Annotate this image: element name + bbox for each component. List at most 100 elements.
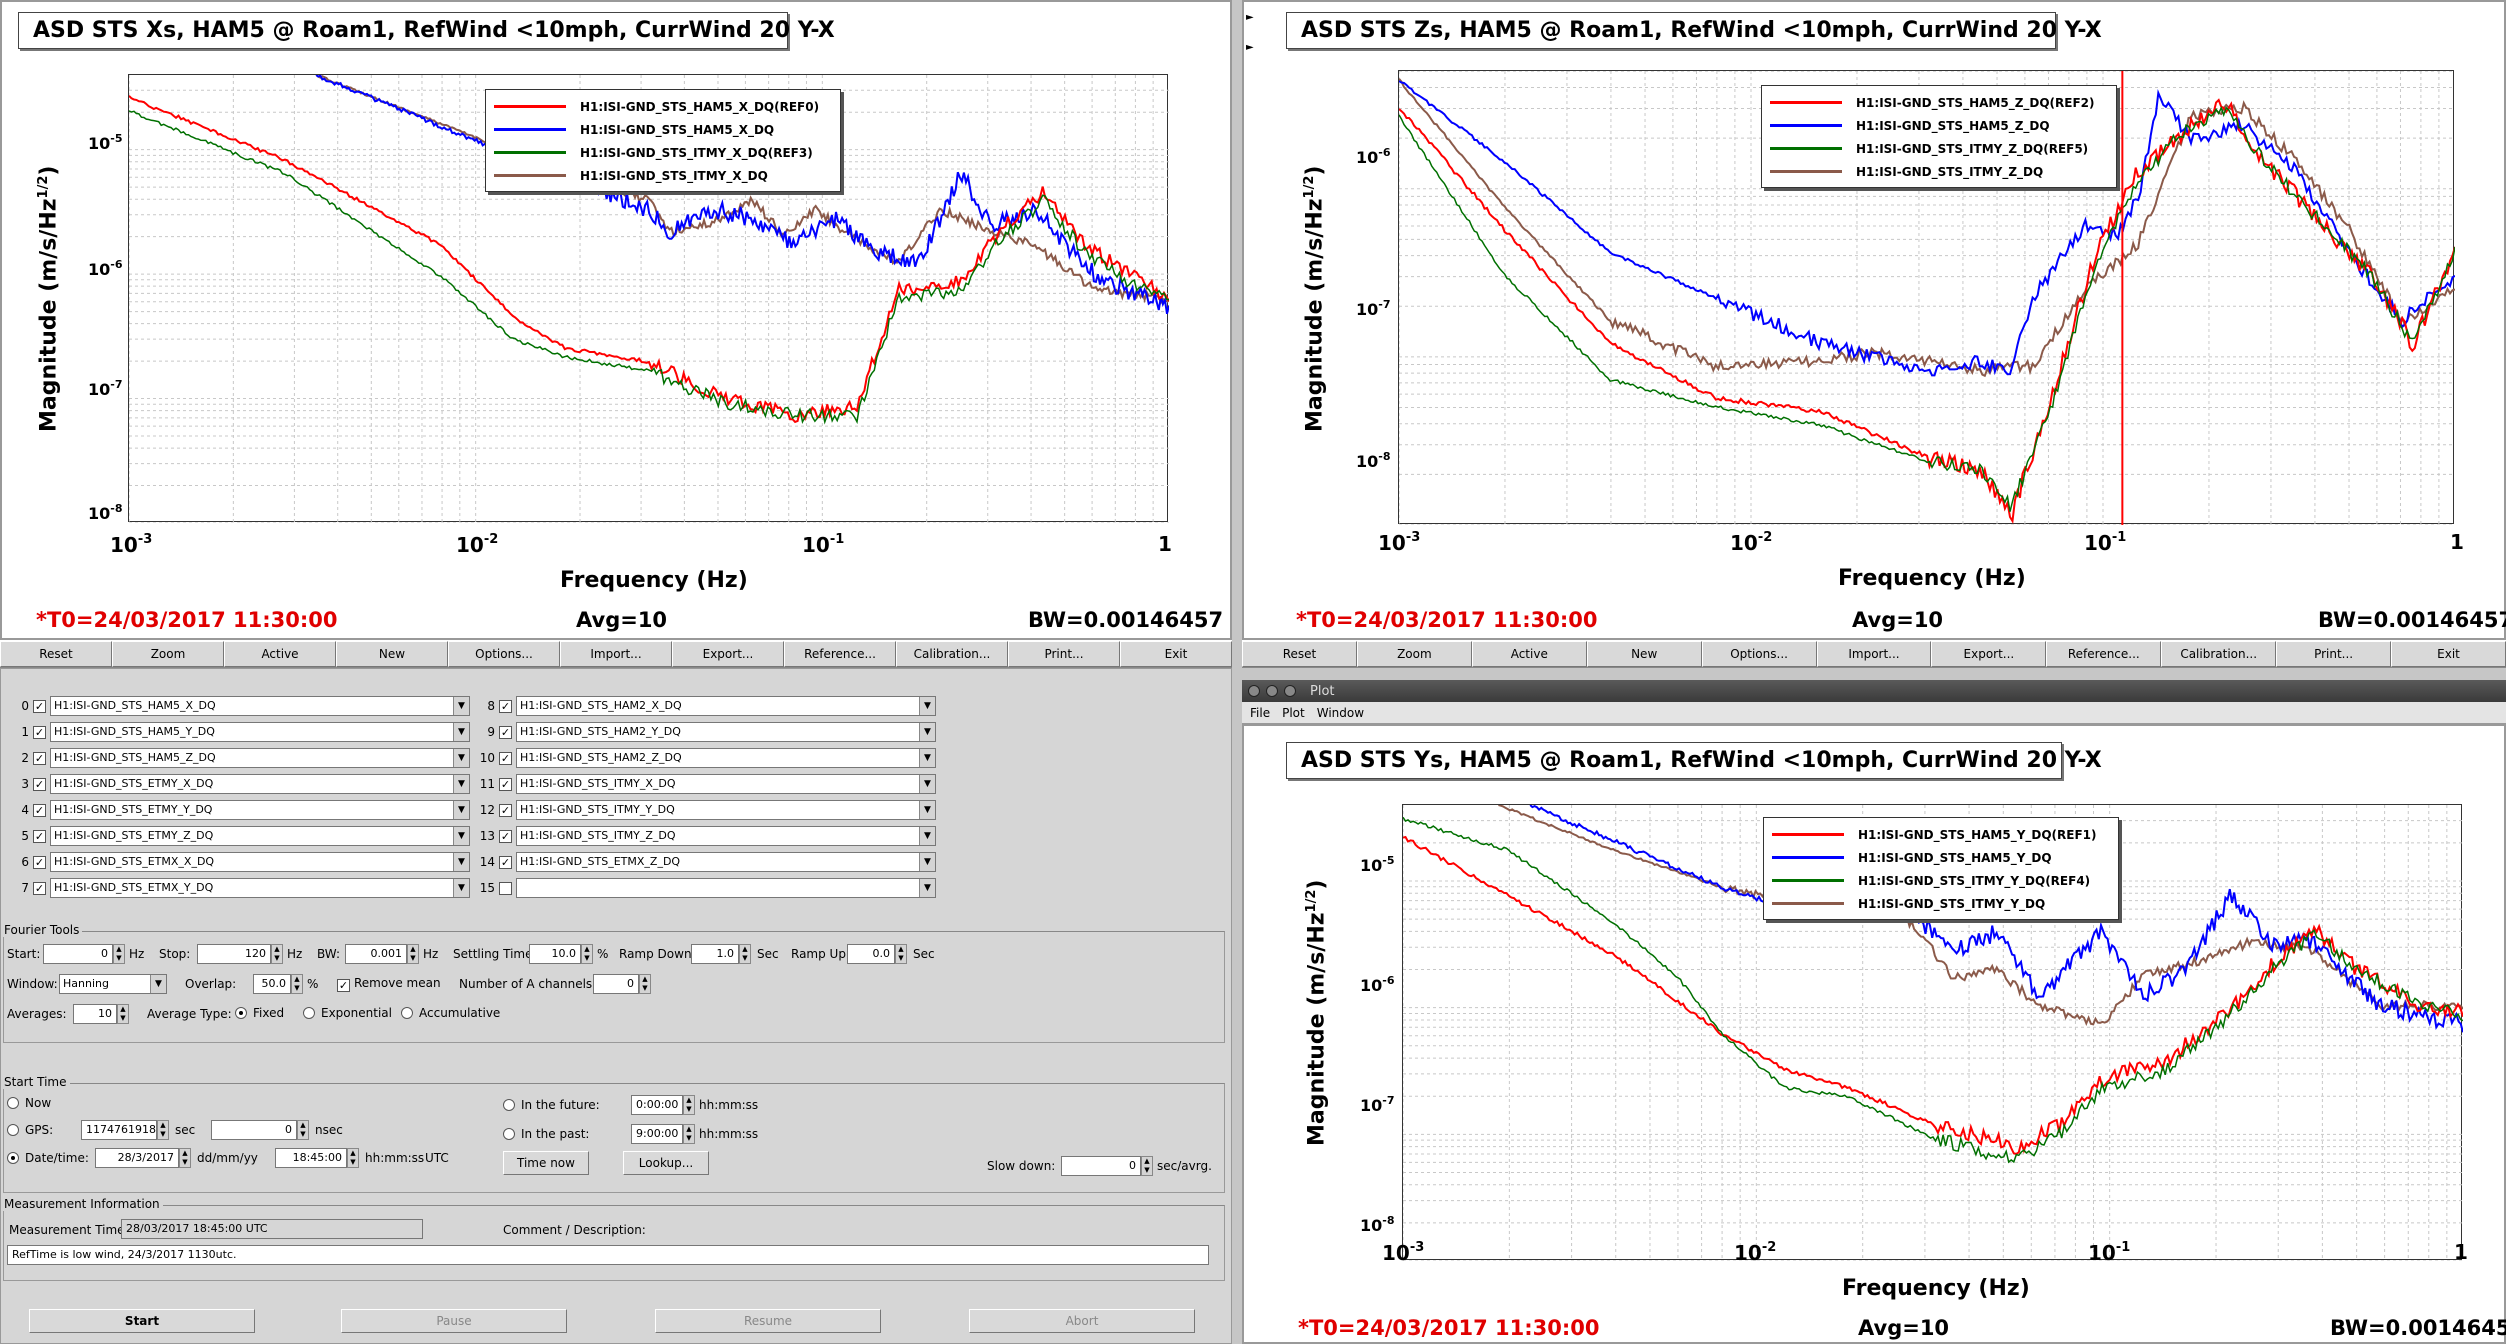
now-radio[interactable]: Now (7, 1096, 51, 1110)
channel-select[interactable]: H1:ISI-GND_STS_HAM5_Z_DQ ▼ (50, 748, 470, 768)
start-button[interactable]: Start (29, 1309, 255, 1333)
channel-active-checkbox[interactable]: ✓ (33, 725, 46, 739)
exit-button[interactable]: Exit (2391, 641, 2506, 667)
print-button[interactable]: Print... (2276, 641, 2392, 667)
active-button[interactable]: Active (224, 641, 336, 667)
calibration-button[interactable]: Calibration... (896, 641, 1008, 667)
resume-button[interactable]: Resume (655, 1309, 881, 1333)
start-spinner[interactable]: ▲ ▼ (113, 944, 125, 964)
plot-area[interactable]: H1:ISI-GND_STS_HAM5_X_DQ(REF0) H1:ISI-GN… (128, 74, 1169, 523)
past-radio[interactable]: In the past: (503, 1127, 589, 1141)
import-button[interactable]: Import... (560, 641, 672, 667)
plot-area[interactable]: H1:ISI-GND_STS_HAM5_Y_DQ(REF1) H1:ISI-GN… (1402, 804, 2463, 1261)
lookup-button[interactable]: Lookup... (623, 1151, 709, 1175)
channel-active-checkbox[interactable]: ✓ (33, 751, 46, 765)
channel-select[interactable]: H1:ISI-GND_STS_HAM5_X_DQ ▼ (50, 696, 470, 716)
datetime-radio[interactable]: Date/time: (7, 1151, 89, 1165)
exit-button[interactable]: Exit (1120, 641, 1232, 667)
channel-select[interactable]: H1:ISI-GND_STS_ITMY_X_DQ ▼ (516, 774, 936, 794)
channel-select[interactable]: H1:ISI-GND_STS_HAM5_Y_DQ ▼ (50, 722, 470, 742)
pause-button[interactable]: Pause (341, 1309, 567, 1333)
channel-select[interactable]: H1:ISI-GND_STS_HAM2_Y_DQ ▼ (516, 722, 936, 742)
window-select[interactable]: Hanning ▼ (59, 974, 167, 994)
stop-spinner[interactable]: ▲ ▼ (271, 944, 283, 964)
reset-button[interactable]: Reset (1242, 641, 1357, 667)
channel-active-checkbox[interactable]: ✓ (499, 803, 512, 817)
plot-area[interactable]: H1:ISI-GND_STS_HAM5_Z_DQ(REF2) H1:ISI-GN… (1398, 70, 2455, 525)
avgtype-fixed-radio[interactable]: Fixed (235, 1006, 284, 1020)
channel-select[interactable]: H1:ISI-GND_STS_ITMY_Y_DQ ▼ (516, 800, 936, 820)
channel-active-checkbox[interactable]: ✓ (499, 751, 512, 765)
channel-active-checkbox[interactable]: ✓ (33, 881, 46, 895)
past-spinner[interactable]: ▲ ▼ (683, 1124, 695, 1144)
nsec-field[interactable]: 0 (211, 1120, 297, 1140)
settling-field[interactable]: 10.0 (529, 944, 581, 964)
rampdown-field[interactable]: 1.0 (691, 944, 739, 964)
scroll-arrow-icon[interactable]: ► (1246, 42, 1254, 53)
new-button[interactable]: New (1586, 641, 1702, 667)
active-button[interactable]: Active (1471, 641, 1587, 667)
close-icon[interactable] (1248, 685, 1260, 697)
channel-active-checkbox[interactable]: ✓ (33, 699, 46, 713)
export-button[interactable]: Export... (672, 641, 784, 667)
channel-select[interactable]: H1:ISI-GND_STS_ETMY_X_DQ ▼ (50, 774, 470, 794)
reference-button[interactable]: Reference... (784, 641, 896, 667)
channel-active-checkbox[interactable]: ✓ (499, 777, 512, 791)
channel-active-checkbox[interactable]: ✓ (33, 803, 46, 817)
remove-mean-checkbox[interactable]: ✓ Remove mean (337, 976, 441, 992)
reference-button[interactable]: Reference... (2046, 641, 2162, 667)
settling-spinner[interactable]: ▲ ▼ (581, 944, 593, 964)
numa-spinner[interactable]: ▲ ▼ (639, 974, 651, 994)
stop-field[interactable]: 120 (197, 944, 271, 964)
gps-radio[interactable]: GPS: (7, 1123, 53, 1137)
overlap-field[interactable]: 50.0 (253, 974, 291, 994)
import-button[interactable]: Import... (1816, 641, 1932, 667)
channel-select[interactable]: H1:ISI-GND_STS_ETMX_Y_DQ ▼ (50, 878, 470, 898)
averages-field[interactable]: 10 (73, 1004, 117, 1024)
channel-select[interactable]: ▼ (516, 878, 936, 898)
options-button[interactable]: Options... (448, 641, 560, 667)
channel-select[interactable]: H1:ISI-GND_STS_HAM2_X_DQ ▼ (516, 696, 936, 716)
new-button[interactable]: New (336, 641, 448, 667)
minimize-icon[interactable] (1266, 685, 1278, 697)
channel-select[interactable]: H1:ISI-GND_STS_ITMY_Z_DQ ▼ (516, 826, 936, 846)
channel-select[interactable]: H1:ISI-GND_STS_ETMY_Y_DQ ▼ (50, 800, 470, 820)
time-now-button[interactable]: Time now (503, 1151, 589, 1175)
future-spinner[interactable]: ▲ ▼ (683, 1095, 695, 1115)
channel-active-checkbox[interactable]: ✓ (499, 829, 512, 843)
bw-field[interactable]: 0.001 (345, 944, 407, 964)
channel-select[interactable]: H1:ISI-GND_STS_ETMX_X_DQ ▼ (50, 852, 470, 872)
rampdown-spinner[interactable]: ▲ ▼ (739, 944, 751, 964)
channel-select[interactable]: H1:ISI-GND_STS_HAM2_Z_DQ ▼ (516, 748, 936, 768)
channel-active-checkbox[interactable]: ✓ (33, 855, 46, 869)
abort-button[interactable]: Abort (969, 1309, 1195, 1333)
time-field[interactable]: 18:45:00 (275, 1148, 347, 1168)
calibration-button[interactable]: Calibration... (2161, 641, 2277, 667)
time-spinner[interactable]: ▲ ▼ (347, 1148, 359, 1168)
avgtype-accumulative-radio[interactable]: Accumulative (401, 1006, 500, 1020)
avgtype-exponential-radio[interactable]: Exponential (303, 1006, 392, 1020)
slowdown-field[interactable]: 0 (1061, 1156, 1141, 1176)
menu-plot[interactable]: Plot (1282, 705, 1305, 720)
channel-active-checkbox[interactable] (499, 881, 512, 895)
plot-window-titlebar[interactable]: Plot (1242, 680, 2506, 702)
channel-active-checkbox[interactable]: ✓ (499, 699, 512, 713)
scroll-arrow-icon[interactable]: ► (1246, 12, 1254, 23)
gps-spinner[interactable]: ▲ ▼ (157, 1120, 169, 1140)
future-field[interactable]: 0:00:00 (631, 1095, 683, 1115)
reset-button[interactable]: Reset (0, 641, 112, 667)
menu-file[interactable]: File (1250, 705, 1271, 720)
numa-field[interactable]: 0 (593, 974, 639, 994)
zoom-button[interactable]: Zoom (1356, 641, 1472, 667)
bw-spinner[interactable]: ▲ ▼ (407, 944, 419, 964)
channel-active-checkbox[interactable]: ✓ (499, 725, 512, 739)
options-button[interactable]: Options... (1701, 641, 1817, 667)
channel-active-checkbox[interactable]: ✓ (33, 829, 46, 843)
slowdown-spinner[interactable]: ▲ ▼ (1141, 1156, 1153, 1176)
averages-spinner[interactable]: ▲ ▼ (117, 1004, 129, 1024)
overlap-spinner[interactable]: ▲ ▼ (291, 974, 303, 994)
maximize-icon[interactable] (1284, 685, 1296, 697)
menu-window[interactable]: Window (1316, 705, 1365, 720)
gps-field[interactable]: 1174761918 (81, 1120, 157, 1140)
future-radio[interactable]: In the future: (503, 1098, 600, 1112)
